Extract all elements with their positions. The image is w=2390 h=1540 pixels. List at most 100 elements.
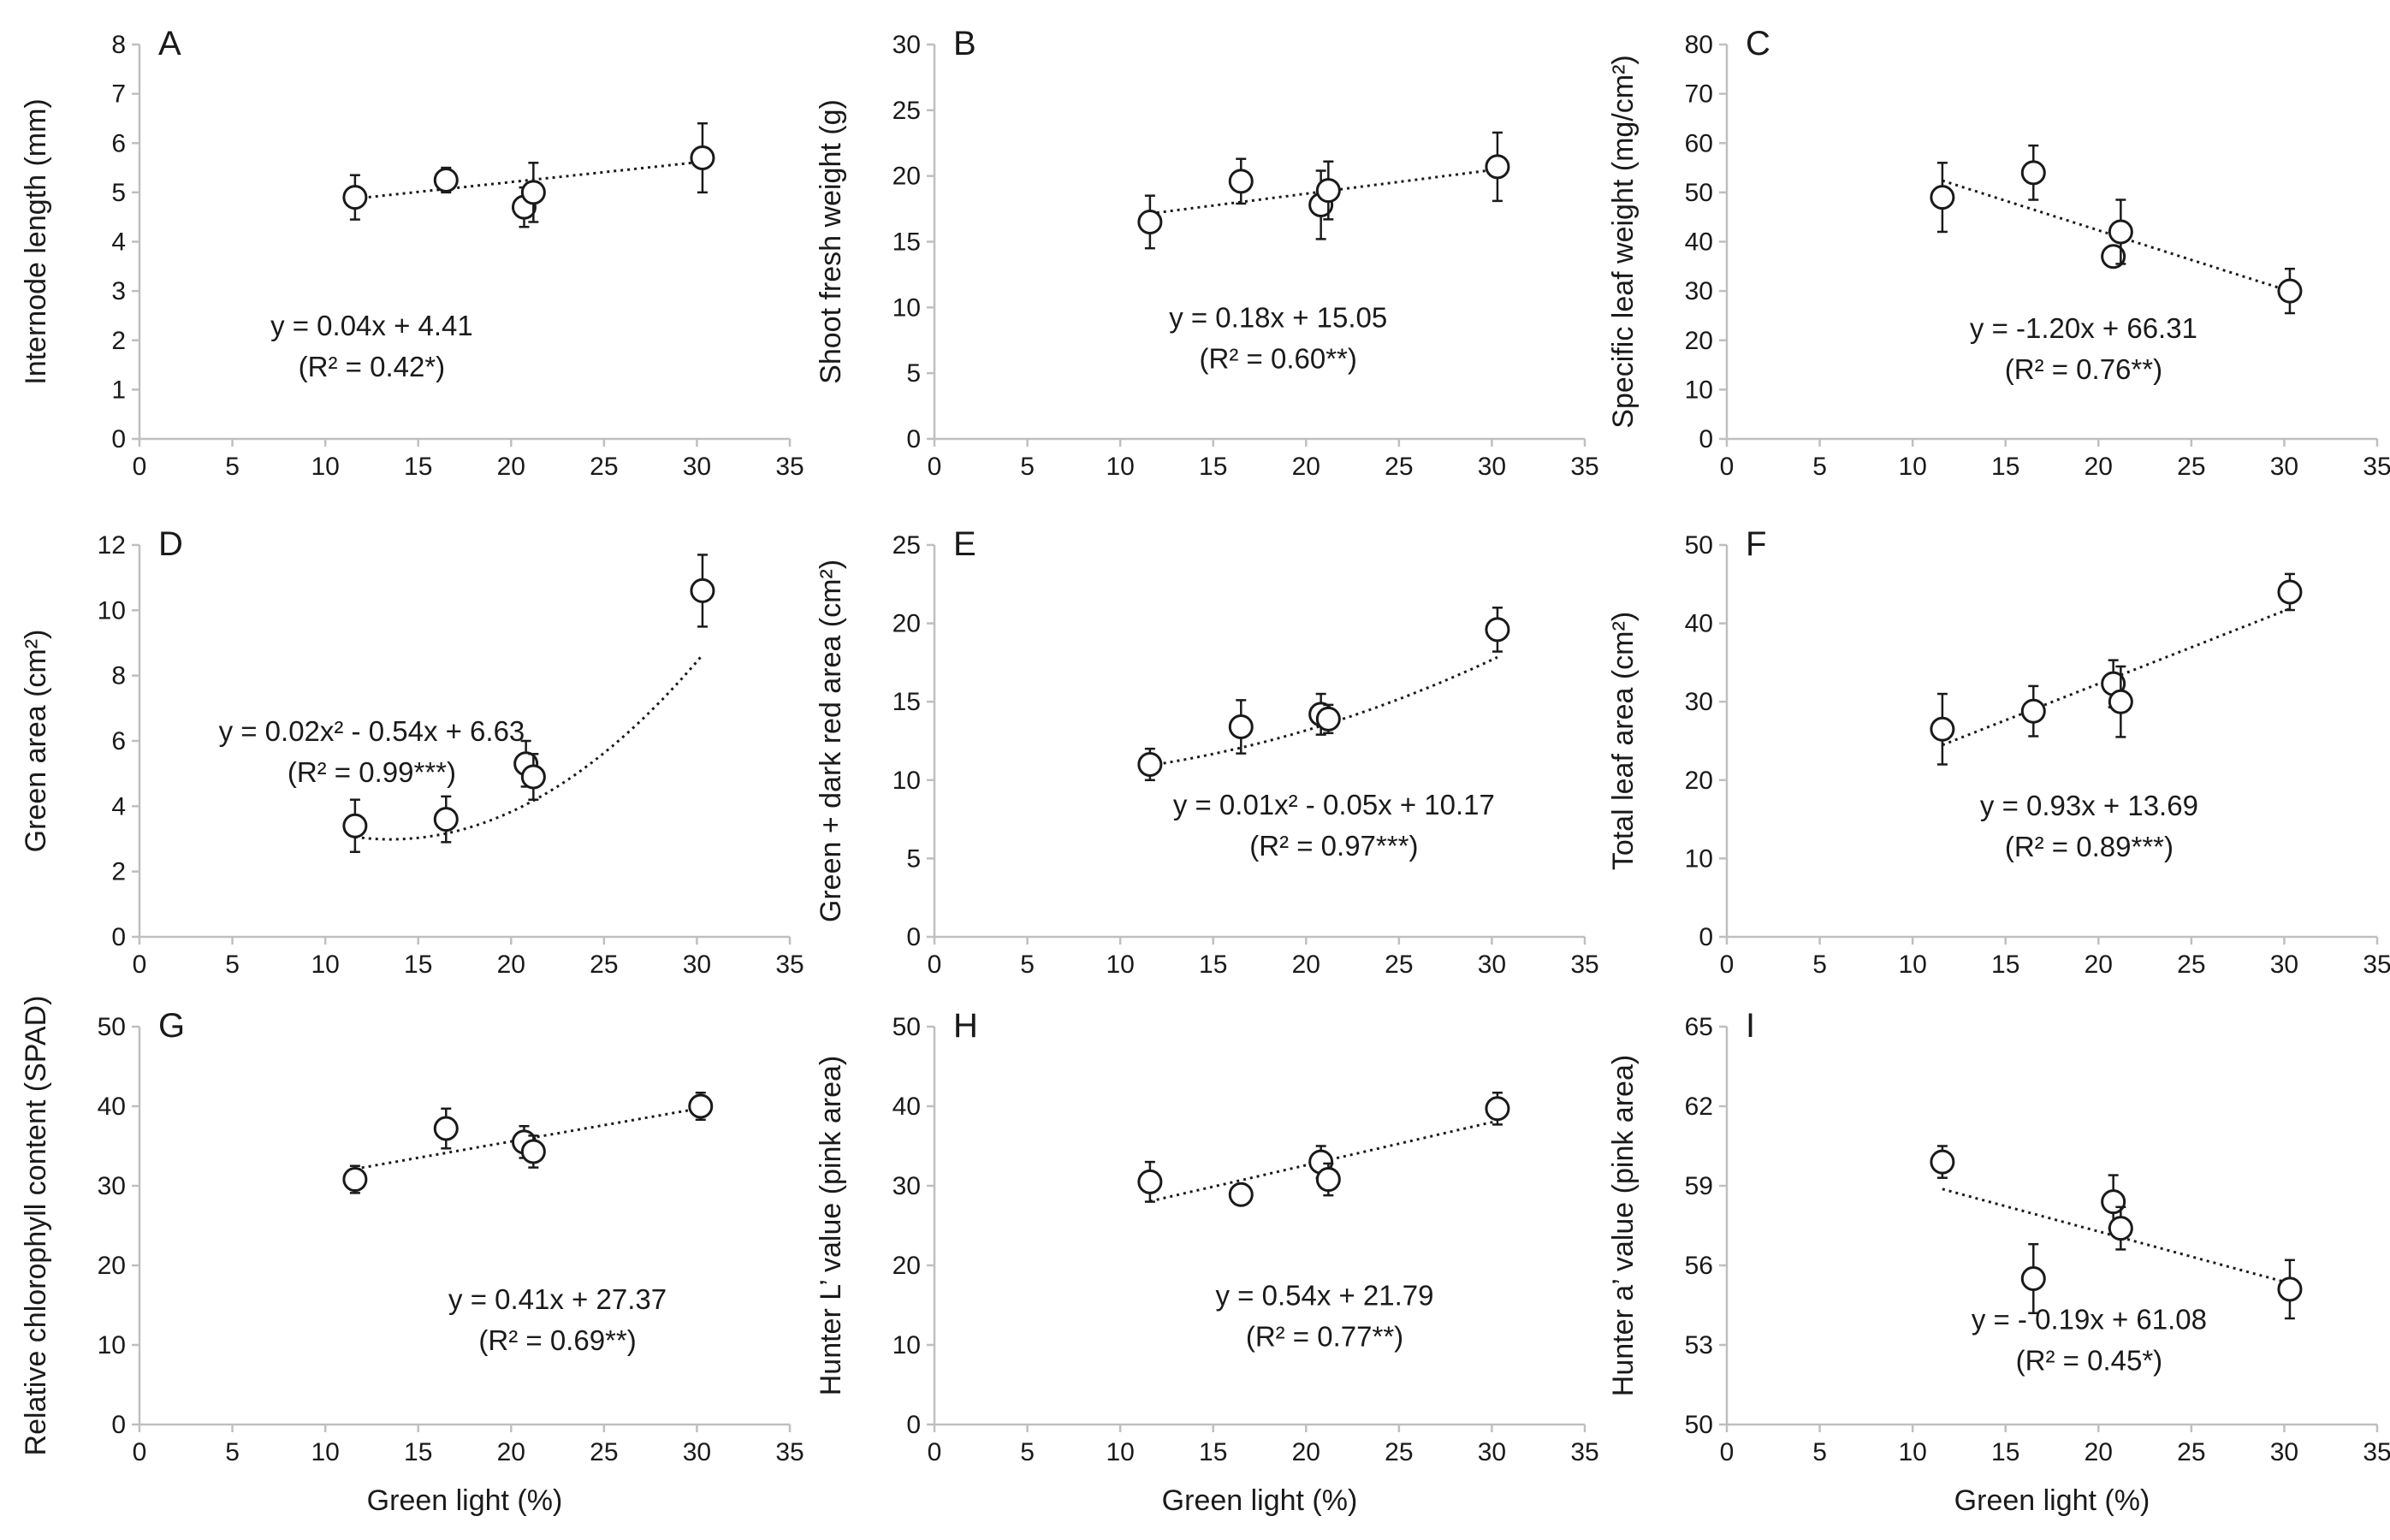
x-tick-label: 35 bbox=[775, 1438, 804, 1466]
point-marker bbox=[2277, 579, 2303, 605]
y-tick-label: 8 bbox=[111, 31, 126, 59]
point-marker bbox=[1137, 209, 1163, 234]
data-point bbox=[1315, 703, 1341, 735]
data-point bbox=[1485, 1091, 1510, 1126]
y-tick-label: 40 bbox=[1685, 228, 1713, 257]
y-tick-label: 80 bbox=[1685, 31, 1713, 59]
point-marker bbox=[2020, 1266, 2046, 1291]
x-tick-label: 15 bbox=[1991, 1438, 2019, 1466]
panel-letter: F bbox=[1746, 525, 1766, 563]
point-marker bbox=[2020, 698, 2046, 724]
x-tick-label: 35 bbox=[775, 453, 804, 481]
y-tick-label: 5 bbox=[906, 359, 921, 388]
data-point bbox=[2277, 572, 2303, 612]
fit-equation: y = 0.93x + 13.69 bbox=[1980, 790, 2198, 821]
chart-panel-b: 0 5 10 15 20 25 30 0 5 10 15 20 25 30 35 Shoot fresh we… bbox=[815, 25, 1599, 481]
point-marker bbox=[1315, 1167, 1341, 1193]
y-tick-label: 5 bbox=[906, 844, 921, 873]
y-tick-label: 3 bbox=[111, 277, 126, 305]
point-marker bbox=[433, 167, 459, 192]
x-tick-label: 5 bbox=[1812, 453, 1827, 481]
x-tick-label: 15 bbox=[1199, 951, 1227, 979]
point-marker bbox=[1228, 1182, 1254, 1207]
y-tick-label: 10 bbox=[98, 596, 126, 625]
panel-letter: A bbox=[158, 25, 181, 62]
x-tick-label: 25 bbox=[590, 453, 618, 481]
y-tick-label: 70 bbox=[1685, 80, 1713, 109]
y-tick-label: 0 bbox=[906, 1411, 921, 1439]
panel-letter: B bbox=[953, 25, 976, 62]
y-tick-label: 62 bbox=[1685, 1093, 1713, 1121]
point-marker bbox=[690, 578, 715, 603]
y-axis-title: Hunter L’ value (pink area) bbox=[815, 1056, 847, 1396]
fit-r-squared: (R² = 0.76**) bbox=[2005, 353, 2162, 385]
x-tick-label: 25 bbox=[1385, 1438, 1413, 1466]
y-tick-label: 30 bbox=[1685, 688, 1713, 716]
x-tick-label: 35 bbox=[1570, 453, 1598, 481]
x-tick-label: 25 bbox=[590, 951, 618, 979]
x-axis-title: Green light (%) bbox=[1954, 1484, 2150, 1517]
y-tick-label: 6 bbox=[111, 129, 126, 157]
y-tick-label: 20 bbox=[98, 1252, 126, 1280]
fit-r-squared: (R² = 0.97***) bbox=[1249, 830, 1418, 862]
x-tick-label: 5 bbox=[225, 453, 240, 481]
data-point bbox=[520, 1134, 546, 1169]
x-tick-label: 30 bbox=[2270, 1438, 2298, 1466]
y-tick-label: 15 bbox=[893, 228, 921, 257]
x-tick-label: 35 bbox=[2363, 453, 2390, 481]
fit-equation: y = 0.01x² - 0.05x + 10.17 bbox=[1173, 789, 1495, 820]
x-tick-label: 35 bbox=[775, 951, 804, 979]
data-point bbox=[688, 1091, 714, 1122]
data-point bbox=[2108, 198, 2133, 265]
x-tick-label: 30 bbox=[683, 1438, 711, 1466]
fit-r-squared: (R² = 0.89***) bbox=[2005, 831, 2174, 862]
x-tick-label: 0 bbox=[1720, 951, 1735, 979]
x-tick-label: 20 bbox=[497, 453, 525, 481]
fit-r-squared: (R² = 0.77**) bbox=[1246, 1321, 1403, 1353]
x-tick-label: 10 bbox=[1106, 951, 1134, 979]
y-tick-label: 0 bbox=[1699, 425, 1713, 453]
y-axis-title: Total leaf area (cm²) bbox=[1607, 612, 1640, 870]
point-marker bbox=[1485, 1096, 1510, 1122]
y-tick-label: 40 bbox=[98, 1093, 126, 1121]
point-marker bbox=[433, 807, 459, 832]
x-tick-label: 25 bbox=[1385, 453, 1413, 481]
data-point bbox=[1930, 162, 1955, 234]
y-axis-title: Shoot fresh weight (g) bbox=[815, 99, 847, 384]
x-tick-label: 20 bbox=[2085, 951, 2113, 979]
point-marker bbox=[520, 764, 546, 790]
y-tick-label: 10 bbox=[98, 1331, 126, 1359]
y-tick-label: 50 bbox=[1685, 179, 1713, 207]
chart-panel-c: 0 10 20 30 40 50 60 70 80 0 5 10 15 20 25 30 35 Specific … bbox=[1607, 25, 2390, 481]
y-axis-title: Specific leaf weight (mg/cm²) bbox=[1607, 55, 1640, 428]
y-tick-label: 65 bbox=[1685, 1013, 1713, 1041]
panel-letter: H bbox=[953, 1007, 978, 1045]
data-point bbox=[1315, 160, 1341, 221]
y-tick-label: 0 bbox=[111, 1411, 126, 1439]
point-marker bbox=[520, 1139, 546, 1164]
y-tick-label: 50 bbox=[98, 1013, 126, 1041]
y-tick-label: 6 bbox=[111, 727, 126, 755]
data-point bbox=[1485, 131, 1510, 203]
y-tick-label: 25 bbox=[893, 97, 921, 125]
point-marker bbox=[520, 180, 546, 205]
x-tick-label: 20 bbox=[2085, 453, 2113, 481]
y-tick-label: 20 bbox=[893, 610, 921, 638]
data-point bbox=[1137, 1160, 1163, 1203]
x-tick-label: 30 bbox=[1478, 1438, 1506, 1466]
data-point bbox=[520, 162, 546, 223]
x-tick-label: 15 bbox=[1991, 453, 2019, 481]
chart-panel-i: 50 53 56 59 62 65 0 5 10 15 20 25 30 35 Hunter a’ valu… bbox=[1607, 1007, 2390, 1517]
x-tick-label: 30 bbox=[683, 951, 711, 979]
data-point bbox=[2020, 684, 2046, 737]
x-tick-label: 30 bbox=[1478, 453, 1506, 481]
y-tick-label: 50 bbox=[1685, 1411, 1713, 1439]
x-tick-label: 20 bbox=[1292, 453, 1320, 481]
chart-panel-f: 0 10 20 30 40 50 0 5 10 15 20 25 30 35 Total leaf area… bbox=[1607, 525, 2390, 979]
x-tick-label: 0 bbox=[1720, 1438, 1735, 1466]
data-point bbox=[2277, 1259, 2303, 1320]
x-tick-label: 10 bbox=[1106, 453, 1134, 481]
y-tick-label: 56 bbox=[1685, 1252, 1713, 1280]
data-point bbox=[342, 174, 368, 221]
y-tick-label: 59 bbox=[1685, 1172, 1713, 1200]
